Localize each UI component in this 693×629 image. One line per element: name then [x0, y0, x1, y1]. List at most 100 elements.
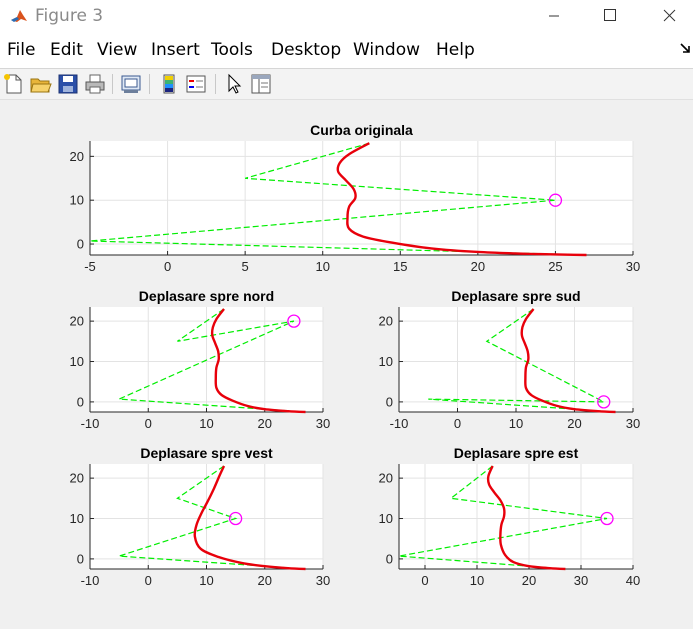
x-tick-label: 30: [626, 416, 640, 431]
x-tick-label: 10: [470, 573, 484, 588]
chart-title: Deplasare spre vest: [140, 445, 273, 461]
menu-help[interactable]: Help: [436, 40, 475, 60]
chart-title: Curba originala: [310, 122, 413, 138]
y-tick-label: 10: [70, 511, 84, 526]
print-icon[interactable]: [83, 72, 107, 96]
chart-title: Deplasare spre sud: [451, 288, 580, 304]
x-tick-label: 0: [454, 416, 461, 431]
curve-series: [210, 308, 306, 414]
colorbar-icon[interactable]: [157, 72, 181, 96]
axes-background: [399, 464, 633, 569]
x-tick-label: 25: [548, 259, 562, 274]
new-figure-icon[interactable]: [2, 72, 26, 96]
x-tick-label: -10: [81, 573, 100, 588]
x-tick-label: 20: [258, 416, 272, 431]
toolbar-separator: [149, 74, 150, 94]
x-tick-label: 20: [258, 573, 272, 588]
minimize-button[interactable]: [531, 0, 577, 32]
toolbar-separator: [112, 74, 113, 94]
curve-series: [486, 465, 566, 571]
x-tick-label: 30: [316, 416, 330, 431]
curve-series: [336, 142, 587, 257]
x-tick-label: 0: [145, 416, 152, 431]
axes-4: -10 0 10 20 30 0 10 20 Deplasare spre vest: [70, 445, 331, 588]
open-file-icon[interactable]: [29, 72, 53, 96]
y-tick-label: 20: [379, 314, 393, 329]
menu-edit[interactable]: Edit: [50, 40, 83, 60]
x-tick-label: -5: [84, 259, 96, 274]
axes-background: [90, 141, 633, 255]
curve-series: [520, 308, 616, 414]
axes-5: 0 10 20 30 40 0 10 20 Deplasare spre est: [379, 445, 641, 588]
axes-3: -10 0 10 20 30 0 10 20 Deplasare spre sud: [379, 288, 641, 431]
x-tick-label: 20: [567, 416, 581, 431]
print-preview-icon[interactable]: [119, 72, 143, 96]
y-tick-label: 0: [386, 551, 393, 566]
y-tick-label: 0: [386, 394, 393, 409]
x-tick-label: -10: [81, 416, 100, 431]
marker-point: [600, 511, 614, 526]
marker-point: [597, 395, 611, 409]
x-tick-label: 20: [522, 573, 536, 588]
dashed-path-series: [89, 142, 587, 256]
y-tick-label: 0: [77, 551, 84, 566]
y-tick-label: 10: [70, 354, 84, 369]
maximize-button[interactable]: [587, 0, 633, 32]
toolbar-separator: [215, 74, 216, 94]
x-tick-label: 10: [509, 416, 523, 431]
y-tick-label: 10: [70, 193, 84, 208]
dashed-path-series: [428, 308, 616, 413]
y-tick-label: 0: [77, 237, 84, 252]
x-tick-label: 5: [242, 259, 249, 274]
y-tick-label: 10: [379, 354, 393, 369]
y-tick-label: 20: [70, 314, 84, 329]
legend-icon[interactable]: [184, 72, 208, 96]
toolbar: [0, 69, 693, 100]
x-tick-label: 30: [316, 573, 330, 588]
marker-point: [548, 193, 563, 207]
y-tick-label: 0: [77, 394, 84, 409]
y-tick-label: 20: [70, 149, 84, 164]
curve-series: [193, 465, 306, 571]
axes-2: -10 0 10 20 30 0 10 20 Deplasare spre nord: [70, 288, 331, 431]
menu-insert[interactable]: Insert: [151, 40, 200, 60]
x-tick-label: 10: [199, 416, 213, 431]
y-tick-label: 10: [379, 511, 393, 526]
x-tick-label: 0: [145, 573, 152, 588]
x-tick-label: 10: [199, 573, 213, 588]
y-tick-label: 20: [379, 471, 393, 486]
x-tick-label: 40: [626, 573, 640, 588]
x-tick-label: 10: [315, 259, 329, 274]
y-tick-label: 20: [70, 471, 84, 486]
x-tick-label: -10: [390, 416, 409, 431]
x-tick-label: 30: [574, 573, 588, 588]
chart-title: Deplasare spre est: [454, 445, 579, 461]
dashed-path-series: [118, 308, 306, 413]
menu-file[interactable]: File: [7, 40, 36, 60]
close-button[interactable]: [647, 0, 693, 32]
menu-bar: File Edit View Insert Tools Desktop Wind…: [0, 32, 693, 69]
window-title: Figure 3: [35, 6, 104, 26]
menu-window[interactable]: Window: [353, 40, 421, 60]
pointer-icon[interactable]: [222, 72, 246, 96]
marker-point: [228, 511, 243, 526]
x-tick-label: 30: [626, 259, 640, 274]
x-tick-label: 15: [393, 259, 407, 274]
menu-view[interactable]: View: [97, 40, 138, 60]
save-icon[interactable]: [56, 72, 80, 96]
menu-desktop[interactable]: Desktop: [271, 40, 342, 60]
dock-arrow-icon[interactable]: [679, 42, 691, 56]
figure-canvas: -5 0 5 10 15 20 25 30 0 10 20 Curba originala -10 0 10…: [0, 100, 693, 624]
x-tick-label: 0: [164, 259, 171, 274]
chart-title: Deplasare spre nord: [139, 288, 274, 304]
title-bar: Figure 3: [0, 0, 693, 32]
x-tick-label: 0: [421, 573, 428, 588]
property-editor-icon[interactable]: [249, 72, 273, 96]
marker-point: [287, 314, 301, 328]
menu-tools[interactable]: Tools: [211, 40, 253, 60]
x-tick-label: 20: [471, 259, 485, 274]
dashed-path-series: [118, 465, 306, 570]
matlab-icon: [9, 6, 29, 26]
